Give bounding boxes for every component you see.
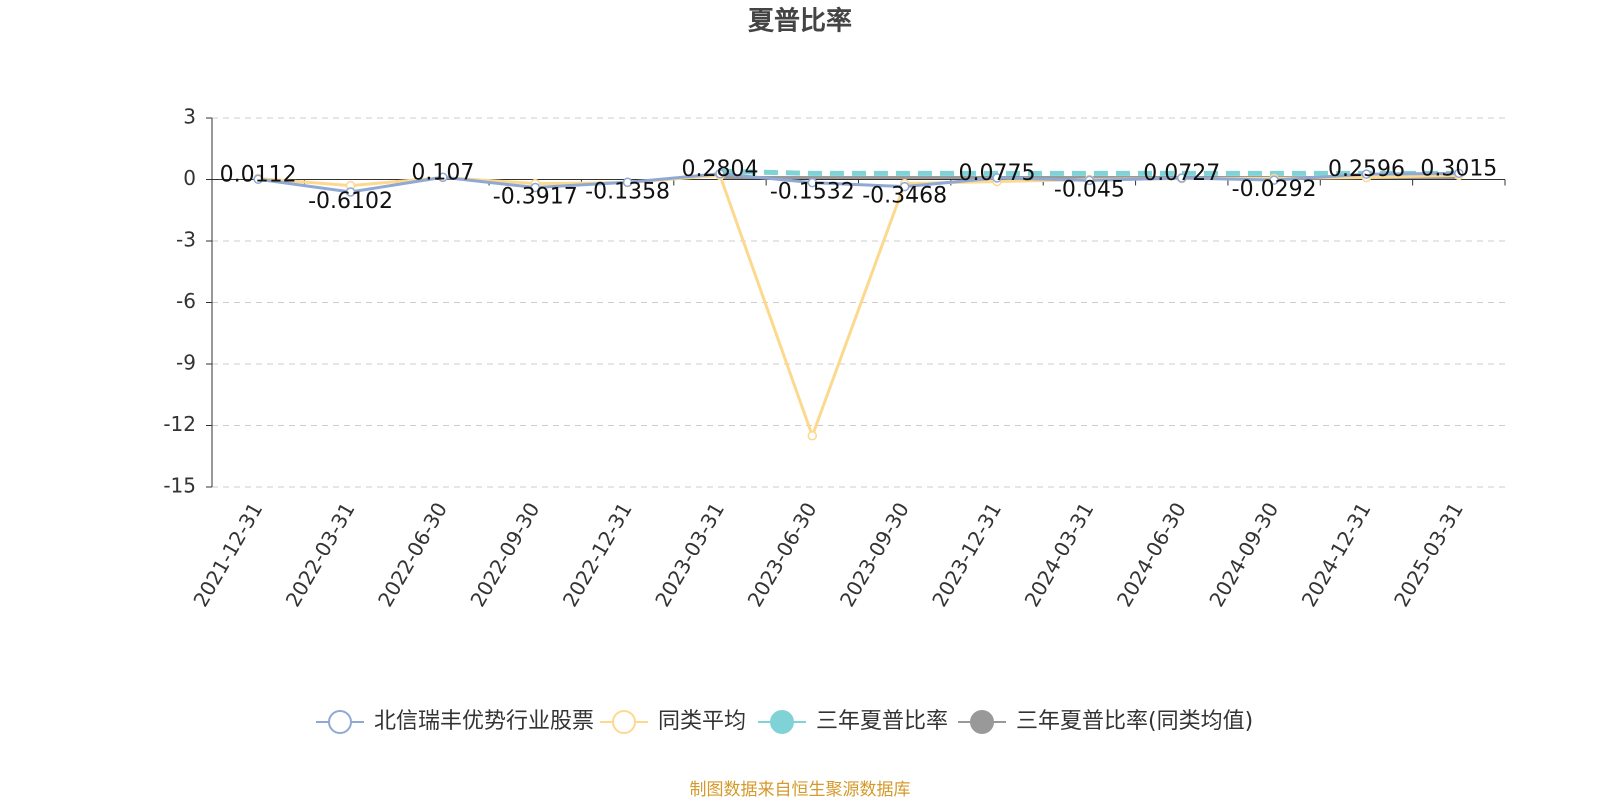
point — [992, 173, 1002, 183]
x-tick-label: 2022-09-30 — [465, 498, 544, 611]
data-label: -0.1532 — [770, 180, 855, 205]
x-tick-label: 2023-12-31 — [927, 498, 1006, 611]
point — [253, 174, 263, 185]
point — [622, 177, 633, 188]
source-note: 制图数据来自恒生聚源数据库 — [690, 780, 911, 800]
data-label: 0.0775 — [959, 161, 1036, 186]
legend-marker — [970, 710, 994, 734]
point — [1269, 175, 1279, 185]
y-tick-label: -15 — [163, 474, 196, 498]
x-tick-label: 2022-03-31 — [281, 498, 360, 611]
x-tick-label: 2023-06-30 — [743, 498, 822, 611]
point — [899, 181, 910, 192]
x-tick-label: 2022-12-31 — [558, 498, 637, 611]
point — [807, 431, 818, 441]
x-tick-label: 2024-06-30 — [1112, 498, 1191, 611]
series-line — [257, 171, 1459, 194]
chart-title: 夏普比率 — [748, 6, 852, 37]
data-label: 0.2804 — [681, 157, 758, 182]
point — [1361, 169, 1372, 179]
legend-label: 三年夏普比率(同类均值) — [1016, 709, 1253, 734]
point — [438, 172, 448, 183]
series-line — [258, 173, 1459, 441]
data-label: -0.0292 — [1232, 177, 1317, 202]
x-tick-label: 2023-09-30 — [835, 498, 914, 611]
point — [1454, 168, 1464, 179]
x-tick-label: 2022-06-30 — [373, 498, 452, 611]
legend-marker — [770, 710, 794, 734]
x-tick-label: 2024-12-31 — [1297, 498, 1376, 611]
legend-label: 三年夏普比率 — [816, 709, 948, 734]
series-line — [719, 168, 1459, 176]
data-label: -0.045 — [1054, 177, 1125, 202]
y-tick-label: 0 — [183, 166, 196, 190]
x-tick-label: 2024-09-30 — [1204, 498, 1283, 611]
x-tick-label: 2021-12-31 — [188, 498, 267, 611]
x-tick-label: 2025-03-31 — [1389, 498, 1468, 611]
point — [530, 182, 540, 193]
point — [1084, 175, 1095, 186]
legend-marker — [612, 710, 636, 734]
y-tick-label: -3 — [176, 228, 196, 252]
point — [345, 187, 356, 197]
legend-label: 北信瑞丰优势行业股票 — [374, 709, 594, 734]
data-label: 0.107 — [411, 160, 474, 185]
data-label: -0.3917 — [493, 185, 578, 210]
legend-label: 同类平均 — [658, 709, 746, 734]
data-label: 0.0727 — [1143, 161, 1220, 186]
x-tick-label: 2023-03-31 — [650, 498, 729, 611]
y-tick-label: -12 — [163, 412, 196, 436]
data-label: -0.3468 — [862, 184, 947, 209]
data-label: -0.6102 — [308, 189, 393, 214]
legend-marker — [328, 710, 352, 734]
data-label: 0.3015 — [1420, 156, 1497, 181]
y-tick-label: -9 — [176, 351, 196, 375]
y-tick-label: 3 — [183, 105, 196, 129]
x-tick-label: 2024-03-31 — [1020, 498, 1099, 611]
point — [1177, 173, 1187, 183]
point — [807, 177, 818, 188]
data-label: 0.2596 — [1328, 157, 1405, 182]
point — [715, 169, 725, 179]
y-tick-label: -6 — [176, 289, 196, 313]
data-label: 0.0112 — [220, 162, 297, 187]
data-label: -0.1358 — [585, 179, 670, 204]
